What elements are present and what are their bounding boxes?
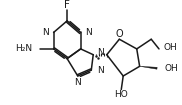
Text: N: N [97, 48, 104, 57]
Text: N: N [42, 28, 49, 37]
Text: O: O [116, 29, 123, 39]
Text: N: N [74, 78, 81, 87]
Text: OH: OH [165, 64, 179, 73]
Polygon shape [140, 66, 157, 69]
Text: H₂N: H₂N [15, 44, 32, 53]
Text: F: F [64, 0, 70, 10]
Text: N: N [97, 66, 104, 75]
Text: HO: HO [114, 90, 128, 99]
Text: OH: OH [164, 43, 178, 52]
Text: N: N [86, 28, 92, 37]
